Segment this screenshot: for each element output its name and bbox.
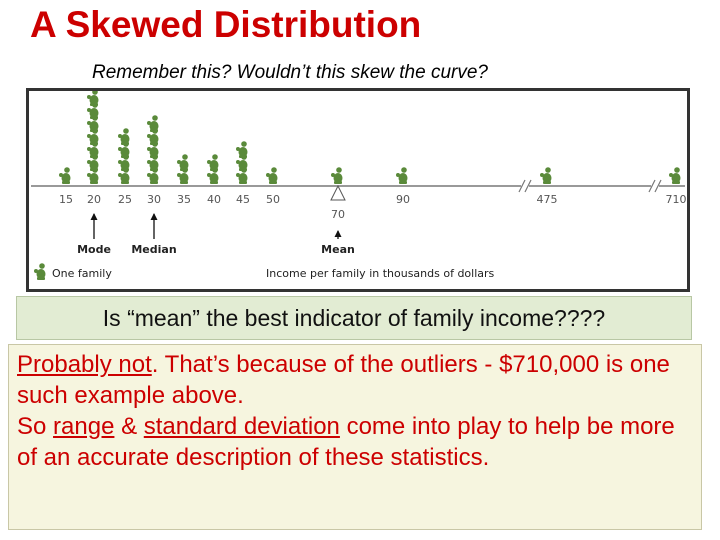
axis-break-1 bbox=[518, 179, 532, 193]
legend-one-family: One family bbox=[52, 267, 112, 280]
family-figure-70-1 bbox=[331, 167, 343, 184]
slide-subtitle: Remember this? Wouldn’t this skew the cu… bbox=[92, 62, 488, 83]
income-pictograph: 15 20 25 30 35 40 45 50 70 90 475 710 Mode Median Mean… bbox=[31, 91, 687, 280]
mean-label: Mean bbox=[321, 243, 355, 256]
tick-label-50: 50 bbox=[266, 193, 280, 206]
tick-label-70: 70 bbox=[331, 208, 345, 221]
mean-arrow-head bbox=[334, 230, 342, 237]
family-figure-35-2 bbox=[177, 154, 189, 171]
tick-label-45: 45 bbox=[236, 193, 250, 206]
answer-range-term: range bbox=[53, 413, 115, 440]
axis-break-2 bbox=[648, 179, 662, 193]
family-figure-15-1 bbox=[59, 167, 71, 184]
tick-label-25: 25 bbox=[118, 193, 132, 206]
tick-label-90: 90 bbox=[396, 193, 410, 206]
family-figure-710-1 bbox=[669, 167, 681, 184]
family-figure-25-4 bbox=[118, 128, 130, 145]
answer-sd-term: standard deviation bbox=[143, 413, 340, 440]
axis-caption: Income per family in thousands of dollar… bbox=[266, 267, 495, 280]
answer-amp: & bbox=[114, 413, 144, 440]
median-arrow-head bbox=[150, 213, 158, 220]
family-figure-90-1 bbox=[396, 167, 408, 184]
family-figure-50-1 bbox=[266, 167, 278, 184]
answer-rest-text: come into play to help be more of an acc… bbox=[17, 413, 675, 471]
tick-label-35: 35 bbox=[177, 193, 191, 206]
family-figure-20-7 bbox=[87, 91, 99, 106]
tick-label-20: 20 bbox=[87, 193, 101, 206]
income-distribution-figure: 15 20 25 30 35 40 45 50 70 90 475 710 Mode Median Mean… bbox=[26, 88, 690, 292]
tick-label-40: 40 bbox=[207, 193, 221, 206]
tick-label-30: 30 bbox=[147, 193, 161, 206]
family-figure-45-3 bbox=[236, 141, 248, 158]
answer-box: Probably not. That’s because of the outl… bbox=[8, 344, 702, 530]
slide-title: A Skewed Distribution bbox=[30, 4, 422, 45]
answer-so: So bbox=[17, 413, 54, 440]
tick-label-15: 15 bbox=[59, 193, 73, 206]
tick-label-710: 710 bbox=[666, 193, 687, 206]
mean-fulcrum bbox=[330, 184, 346, 201]
median-label: Median bbox=[131, 243, 176, 256]
question-box: Is “mean” the best indicator of family i… bbox=[16, 296, 692, 340]
family-figure-30-5 bbox=[147, 115, 159, 132]
legend-family-icon bbox=[34, 263, 46, 280]
family-figure-30-4 bbox=[147, 128, 159, 145]
family-figure-475-1 bbox=[540, 167, 552, 184]
answer-probably-not: Probably not bbox=[17, 351, 152, 378]
family-figure-40-2 bbox=[207, 154, 219, 171]
mode-arrow-head bbox=[90, 213, 98, 220]
tick-label-475: 475 bbox=[537, 193, 558, 206]
question-text: Is “mean” the best indicator of family i… bbox=[102, 304, 606, 331]
answer-outliers-text: . That’s because of the outliers - $710,… bbox=[17, 351, 670, 409]
mode-label: Mode bbox=[77, 243, 111, 256]
